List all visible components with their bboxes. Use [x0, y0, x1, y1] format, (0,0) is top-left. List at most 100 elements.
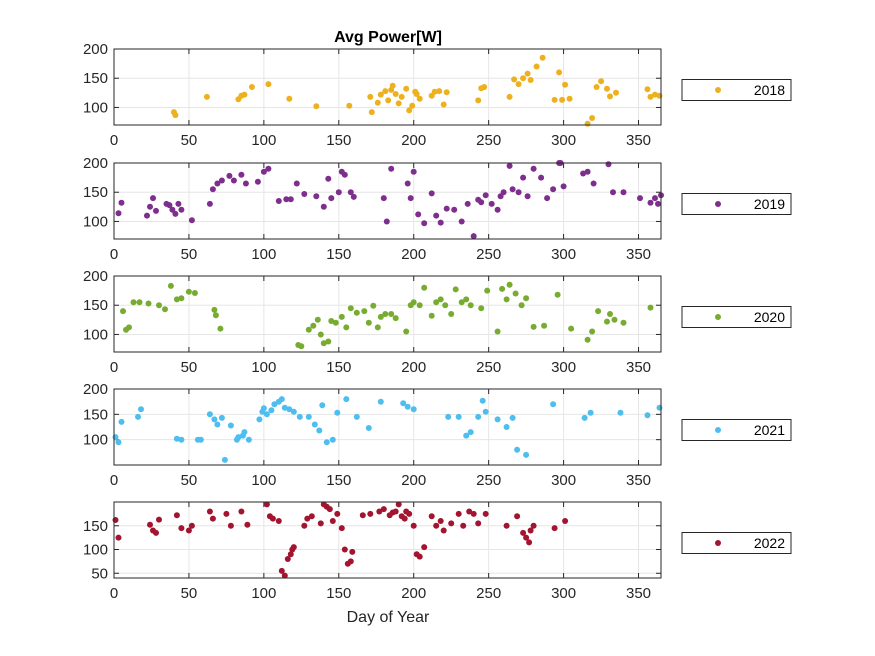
x-tick-label: 0: [110, 132, 118, 149]
data-point: [421, 284, 428, 291]
data-point: [428, 190, 435, 197]
data-point: [523, 295, 530, 302]
data-point: [316, 427, 323, 434]
data-point: [278, 567, 285, 574]
legend-label: 2020: [754, 309, 785, 325]
data-point: [443, 89, 450, 96]
y-tick-label: 50: [91, 565, 108, 582]
x-tick-label: 200: [401, 585, 426, 602]
data-point: [607, 311, 613, 317]
data-point: [290, 544, 297, 551]
x-tick-label: 300: [551, 472, 576, 489]
data-point: [530, 323, 537, 330]
data-point: [406, 510, 413, 517]
data-point: [269, 515, 276, 522]
data-point: [178, 525, 185, 532]
panel-2021: 0 50 100 150 200 250 300 350 100 150 200 2021: [83, 381, 792, 489]
data-point: [115, 439, 122, 446]
data-point: [347, 189, 354, 196]
data-point: [497, 193, 504, 200]
axes-box: [113, 388, 662, 466]
data-point: [403, 85, 410, 92]
data-point: [329, 518, 336, 524]
data-point: [584, 168, 591, 175]
data-point: [554, 291, 561, 298]
data-point: [527, 527, 534, 534]
data-point: [503, 424, 510, 430]
legend-marker: [715, 314, 721, 320]
data-point: [230, 177, 237, 184]
data-point: [503, 296, 510, 303]
data-point: [562, 81, 569, 88]
data-point: [590, 180, 597, 187]
data-point: [458, 218, 465, 225]
data-point: [445, 413, 452, 420]
data-point: [470, 510, 477, 517]
data-point: [256, 416, 263, 423]
data-point: [467, 302, 474, 309]
data-point: [475, 413, 482, 420]
data-point: [544, 195, 551, 202]
data-point: [323, 439, 330, 446]
data-point: [533, 63, 540, 70]
data-point: [523, 451, 530, 458]
data-point: [263, 411, 270, 418]
data-point: [382, 88, 389, 95]
data-point: [562, 518, 569, 524]
data-point: [509, 414, 516, 421]
data-point: [218, 414, 225, 421]
x-tick-label: 350: [626, 246, 651, 263]
y-tick-label: 100: [83, 542, 108, 559]
y-tick-label: 150: [83, 70, 108, 87]
data-point: [347, 558, 354, 565]
x-tick-label: 0: [110, 585, 118, 602]
data-point: [268, 407, 275, 414]
data-point: [153, 207, 159, 214]
x-tick-label: 100: [251, 246, 276, 263]
data-point: [377, 398, 384, 405]
data-point: [440, 527, 447, 534]
data-point: [244, 521, 251, 528]
data-point: [380, 195, 387, 202]
data-point: [448, 311, 455, 317]
data-point: [452, 286, 459, 293]
data-point: [265, 81, 272, 88]
data-point: [287, 551, 294, 558]
data-point: [343, 396, 350, 403]
data-point: [343, 324, 350, 331]
data-point: [367, 510, 374, 517]
data-point: [383, 218, 390, 225]
data-point: [416, 95, 423, 102]
x-tick-label: 150: [326, 246, 351, 263]
x-tick-label: 100: [251, 472, 276, 489]
data-point: [338, 525, 345, 532]
legend-label: 2022: [754, 535, 785, 551]
data-point: [637, 195, 643, 202]
data-point: [433, 522, 440, 529]
data-point: [284, 556, 291, 562]
x-tick-label: 50: [181, 246, 198, 263]
data-point: [166, 202, 173, 209]
legend-box: [681, 193, 792, 215]
data-point: [398, 93, 405, 100]
data-point: [286, 406, 293, 413]
data-point: [410, 299, 417, 306]
series-2019: [115, 160, 664, 240]
data-point: [568, 325, 575, 332]
data-point: [328, 318, 335, 324]
data-point: [409, 102, 416, 109]
data-point: [162, 306, 168, 313]
data-point: [175, 200, 182, 207]
data-point: [374, 99, 381, 106]
data-point: [478, 199, 485, 206]
data-point: [301, 191, 308, 197]
data-point: [290, 408, 297, 415]
data-point: [281, 404, 288, 411]
data-point: [349, 548, 356, 555]
data-point: [301, 522, 308, 529]
data-point: [506, 93, 513, 100]
x-tick-label: 200: [401, 132, 426, 149]
data-point: [178, 206, 185, 213]
data-point: [112, 517, 119, 523]
data-point: [286, 95, 293, 102]
